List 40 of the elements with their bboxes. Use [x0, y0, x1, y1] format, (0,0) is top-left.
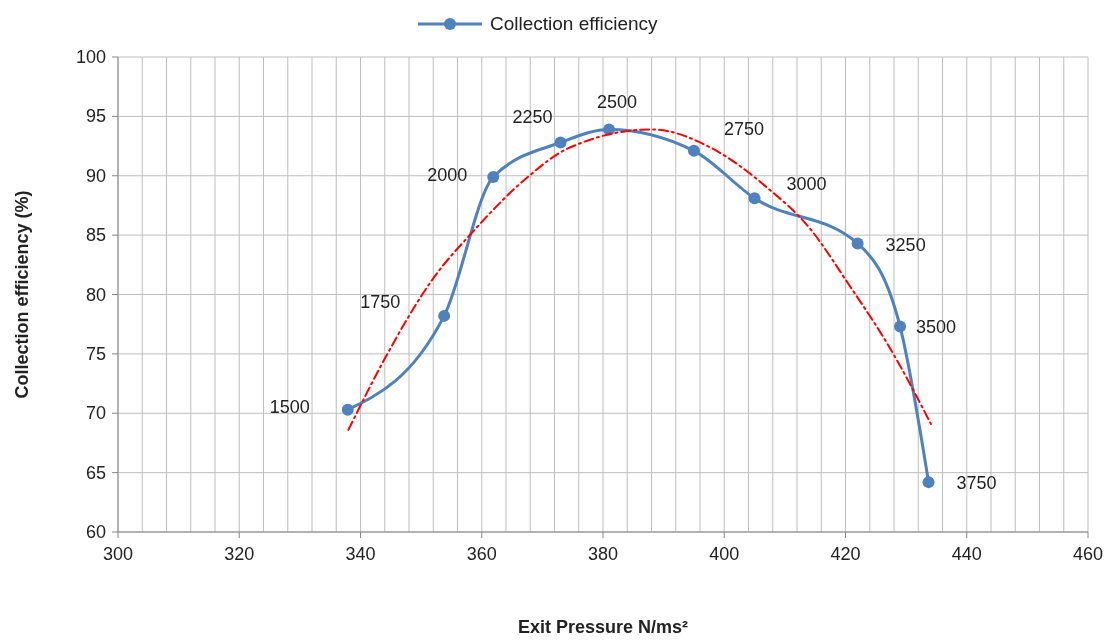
x-tick-label: 460 [1072, 544, 1104, 564]
point [894, 320, 907, 333]
x-tick-label: 340 [345, 544, 376, 564]
x-tick-label: 440 [951, 544, 982, 564]
annotation: 2750 [723, 118, 764, 139]
y-tick-label: 65 [85, 462, 106, 483]
point [438, 309, 451, 322]
x-tick-label: 320 [224, 544, 255, 564]
y-tick-label: 90 [85, 165, 106, 186]
annotation: 3250 [885, 235, 926, 256]
annotation: 1750 [360, 291, 401, 312]
y-axis-title: Collection efficiency (%) [12, 190, 32, 399]
x-tick-label: 420 [830, 544, 861, 564]
annotation: 2500 [597, 92, 638, 113]
point [487, 170, 500, 183]
point [851, 237, 864, 250]
annotation: 3750 [956, 473, 997, 494]
y-tick-label: 60 [85, 522, 106, 542]
y-tick-label: 75 [85, 343, 106, 364]
annotation: 3000 [786, 174, 827, 195]
point [748, 192, 761, 205]
point [554, 136, 567, 149]
annotation: 1500 [269, 396, 310, 417]
x-tick-label: 360 [466, 544, 497, 564]
x-tick-label: 380 [587, 544, 619, 564]
x-tick-label: 400 [709, 544, 740, 564]
y-tick-label: 80 [85, 284, 106, 305]
x-tick-label: 300 [102, 544, 134, 564]
point [922, 476, 935, 489]
point [687, 144, 700, 157]
point [341, 403, 354, 416]
x-axis-title: Exit Pressure N/ms² [517, 617, 689, 637]
annotation: 3500 [916, 316, 957, 337]
y-tick-label: 100 [75, 47, 106, 67]
y-tick-label: 85 [85, 225, 106, 246]
y-tick-label: 95 [85, 106, 106, 127]
legend-label: Collection efficiency [490, 13, 659, 34]
y-tick-label: 70 [85, 403, 106, 424]
annotation: 2250 [512, 106, 553, 127]
annotation: 2000 [427, 164, 468, 185]
